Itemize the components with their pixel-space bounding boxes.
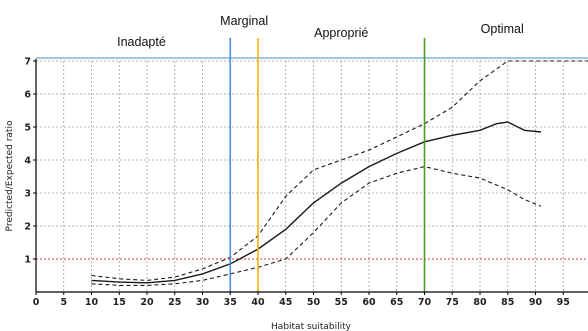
y-axis-title: Predicted/Expected ratio <box>5 120 15 231</box>
x-tick-label: 15 <box>113 297 126 308</box>
x-tick-label: 35 <box>224 297 237 308</box>
x-tick-label: 25 <box>168 297 181 308</box>
x-tick-label: 30 <box>196 297 210 308</box>
x-tick-label: 40 <box>251 297 265 308</box>
x-tick-label: 5 <box>60 297 67 308</box>
x-axis-title: Habitat suitability <box>271 322 352 331</box>
x-tick-label: 60 <box>362 297 376 308</box>
threshold-lines <box>229 38 426 292</box>
series-line-mean <box>91 121 542 284</box>
x-tick-label: 80 <box>473 297 487 308</box>
x-tick-label: 55 <box>335 297 348 308</box>
series-group <box>91 60 588 286</box>
zone-label: Inadapté <box>117 35 166 49</box>
x-tick-label: 0 <box>33 297 40 308</box>
y-tick-label: 6 <box>24 90 31 101</box>
zone-labels: Inadapté Marginal Approprié Optimal <box>117 14 524 49</box>
x-tick-label: 20 <box>140 297 154 308</box>
x-tick-label: 70 <box>418 297 432 308</box>
zone-label: Optimal <box>481 22 524 36</box>
x-tick-label: 10 <box>85 297 99 308</box>
x-tick-label: 45 <box>279 297 292 308</box>
x-tick-label: 75 <box>446 297 459 308</box>
x-tick-label: 50 <box>307 297 321 308</box>
x-tick-label: 85 <box>501 297 514 308</box>
zone-label: Approprié <box>314 26 368 40</box>
series-line-upper <box>91 60 588 281</box>
x-tick-label: 65 <box>390 297 403 308</box>
y-tick-label: 7 <box>24 57 31 68</box>
zone-label: Marginal <box>220 14 268 28</box>
y-tick-label: 3 <box>24 189 31 200</box>
y-tick-label: 5 <box>24 123 31 134</box>
x-tick-label: 90 <box>529 297 543 308</box>
y-tick-label: 1 <box>24 255 31 266</box>
y-tick-label: 2 <box>24 222 31 233</box>
plot-background <box>36 61 588 292</box>
x-tick-label: 95 <box>557 297 570 308</box>
axes: 0 5 10 15 20 25 30 35 40 45 50 55 60 65 70 75 80 85 90 9512… <box>24 57 588 308</box>
y-tick-label: 4 <box>24 156 31 167</box>
series-line-lower <box>91 166 542 286</box>
